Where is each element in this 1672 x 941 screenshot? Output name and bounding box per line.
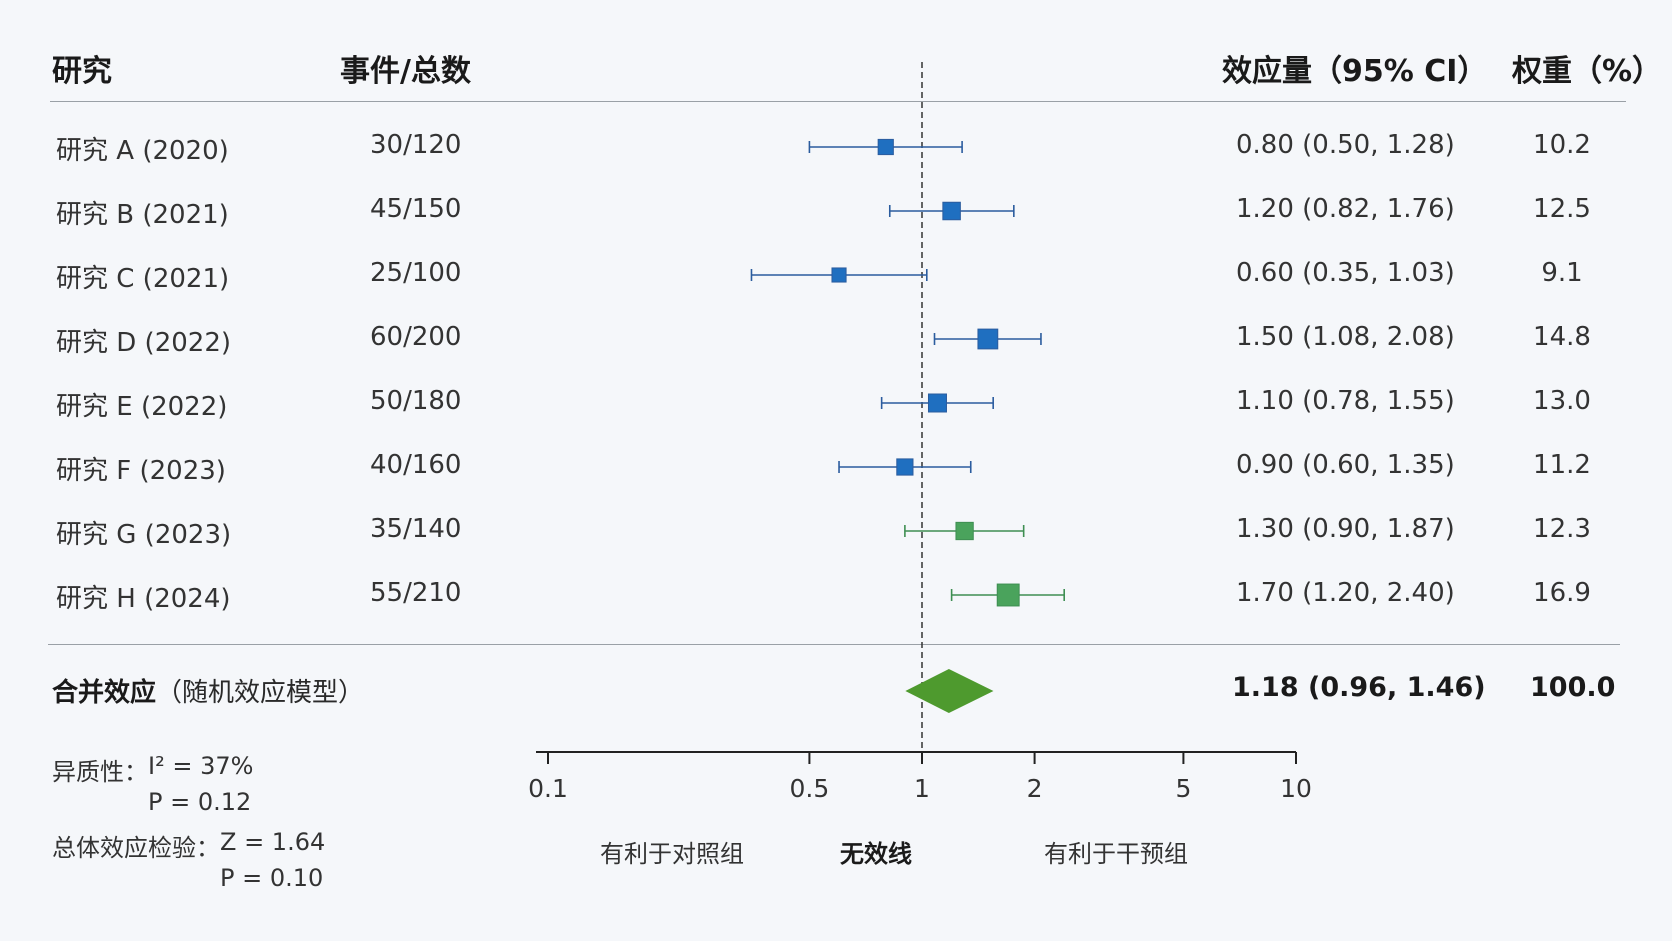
overall-effect-p: P = 0.10 [220,864,324,892]
study-ci: 1.20 (0.82, 1.76) [1236,194,1455,224]
study-ci: 1.50 (1.08, 2.08) [1236,322,1455,352]
study-weight: 9.1 [1541,258,1583,288]
study-name: 研究 F (2023) [56,456,226,486]
study-weight: 12.3 [1533,514,1591,544]
effect-square [877,138,894,156]
heterogeneity-label: 异质性： [52,758,148,786]
study-name: 研究 B (2021) [56,200,229,230]
study-name: 研究 D (2022) [56,328,232,358]
study-events: 40/160 [370,450,462,480]
study-name: 研究 E (2022) [56,392,228,422]
effect-square [896,458,914,476]
study-events: 25/100 [370,258,462,288]
study-weight: 11.2 [1533,450,1591,480]
pooled-divider [48,644,1620,645]
header-weight: 权重（%） [1512,54,1663,89]
effect-square [996,583,1020,607]
header-effect: 效应量（95% CI） [1222,54,1488,89]
study-ci: 0.80 (0.50, 1.28) [1236,130,1455,160]
x-tick-label: 10 [1280,774,1312,803]
null-line-label: 无效线 [840,840,912,868]
header-events: 事件/总数 [340,54,471,89]
x-tick-label: 5 [1175,774,1191,803]
overall-effect-label: 总体效应检验： [52,834,220,862]
favors-intervention-label: 有利于干预组 [1044,840,1188,868]
x-tick-label: 0.1 [528,774,568,803]
study-ci: 0.90 (0.60, 1.35) [1236,450,1455,480]
study-events: 45/150 [370,194,462,224]
study-events: 50/180 [370,386,462,416]
study-name: 研究 G (2023) [56,520,232,550]
study-events: 35/140 [370,514,462,544]
effect-square [942,201,961,221]
study-weight: 16.9 [1533,578,1591,608]
effect-square [977,328,999,350]
study-name: 研究 H (2024) [56,584,231,614]
effect-square [831,267,847,283]
study-ci: 1.30 (0.90, 1.87) [1236,514,1455,544]
study-weight: 13.0 [1533,386,1591,416]
study-name: 研究 C (2021) [56,264,230,294]
study-ci: 1.70 (1.20, 2.40) [1236,578,1455,608]
pooled-ci: 1.18 (0.96, 1.46) [1232,672,1486,703]
study-events: 55/210 [370,578,462,608]
x-tick-label: 0.5 [790,774,830,803]
effect-square [955,521,974,541]
x-tick-label: 2 [1027,774,1043,803]
study-ci: 0.60 (0.35, 1.03) [1236,258,1455,288]
header-study: 研究 [52,54,112,89]
study-events: 60/200 [370,322,462,352]
study-events: 30/120 [370,130,462,160]
heterogeneity-p: P = 0.12 [148,788,252,816]
heterogeneity-i2: I² = 37% [148,752,254,780]
favors-control-label: 有利于对照组 [600,840,744,868]
study-weight: 12.5 [1533,194,1591,224]
study-ci: 1.10 (0.78, 1.55) [1236,386,1455,416]
study-weight: 10.2 [1533,130,1591,160]
x-tick-label: 1 [914,774,930,803]
study-weight: 14.8 [1533,322,1591,352]
study-name: 研究 A (2020) [56,136,229,166]
overall-effect-z: Z = 1.64 [220,828,326,856]
pooled-diamond [905,669,994,713]
pooled-weight: 100.0 [1530,672,1616,703]
effect-square [927,393,947,413]
header-divider [50,101,1626,102]
pooled-label: 合并效应（随机效应模型） [52,678,365,708]
